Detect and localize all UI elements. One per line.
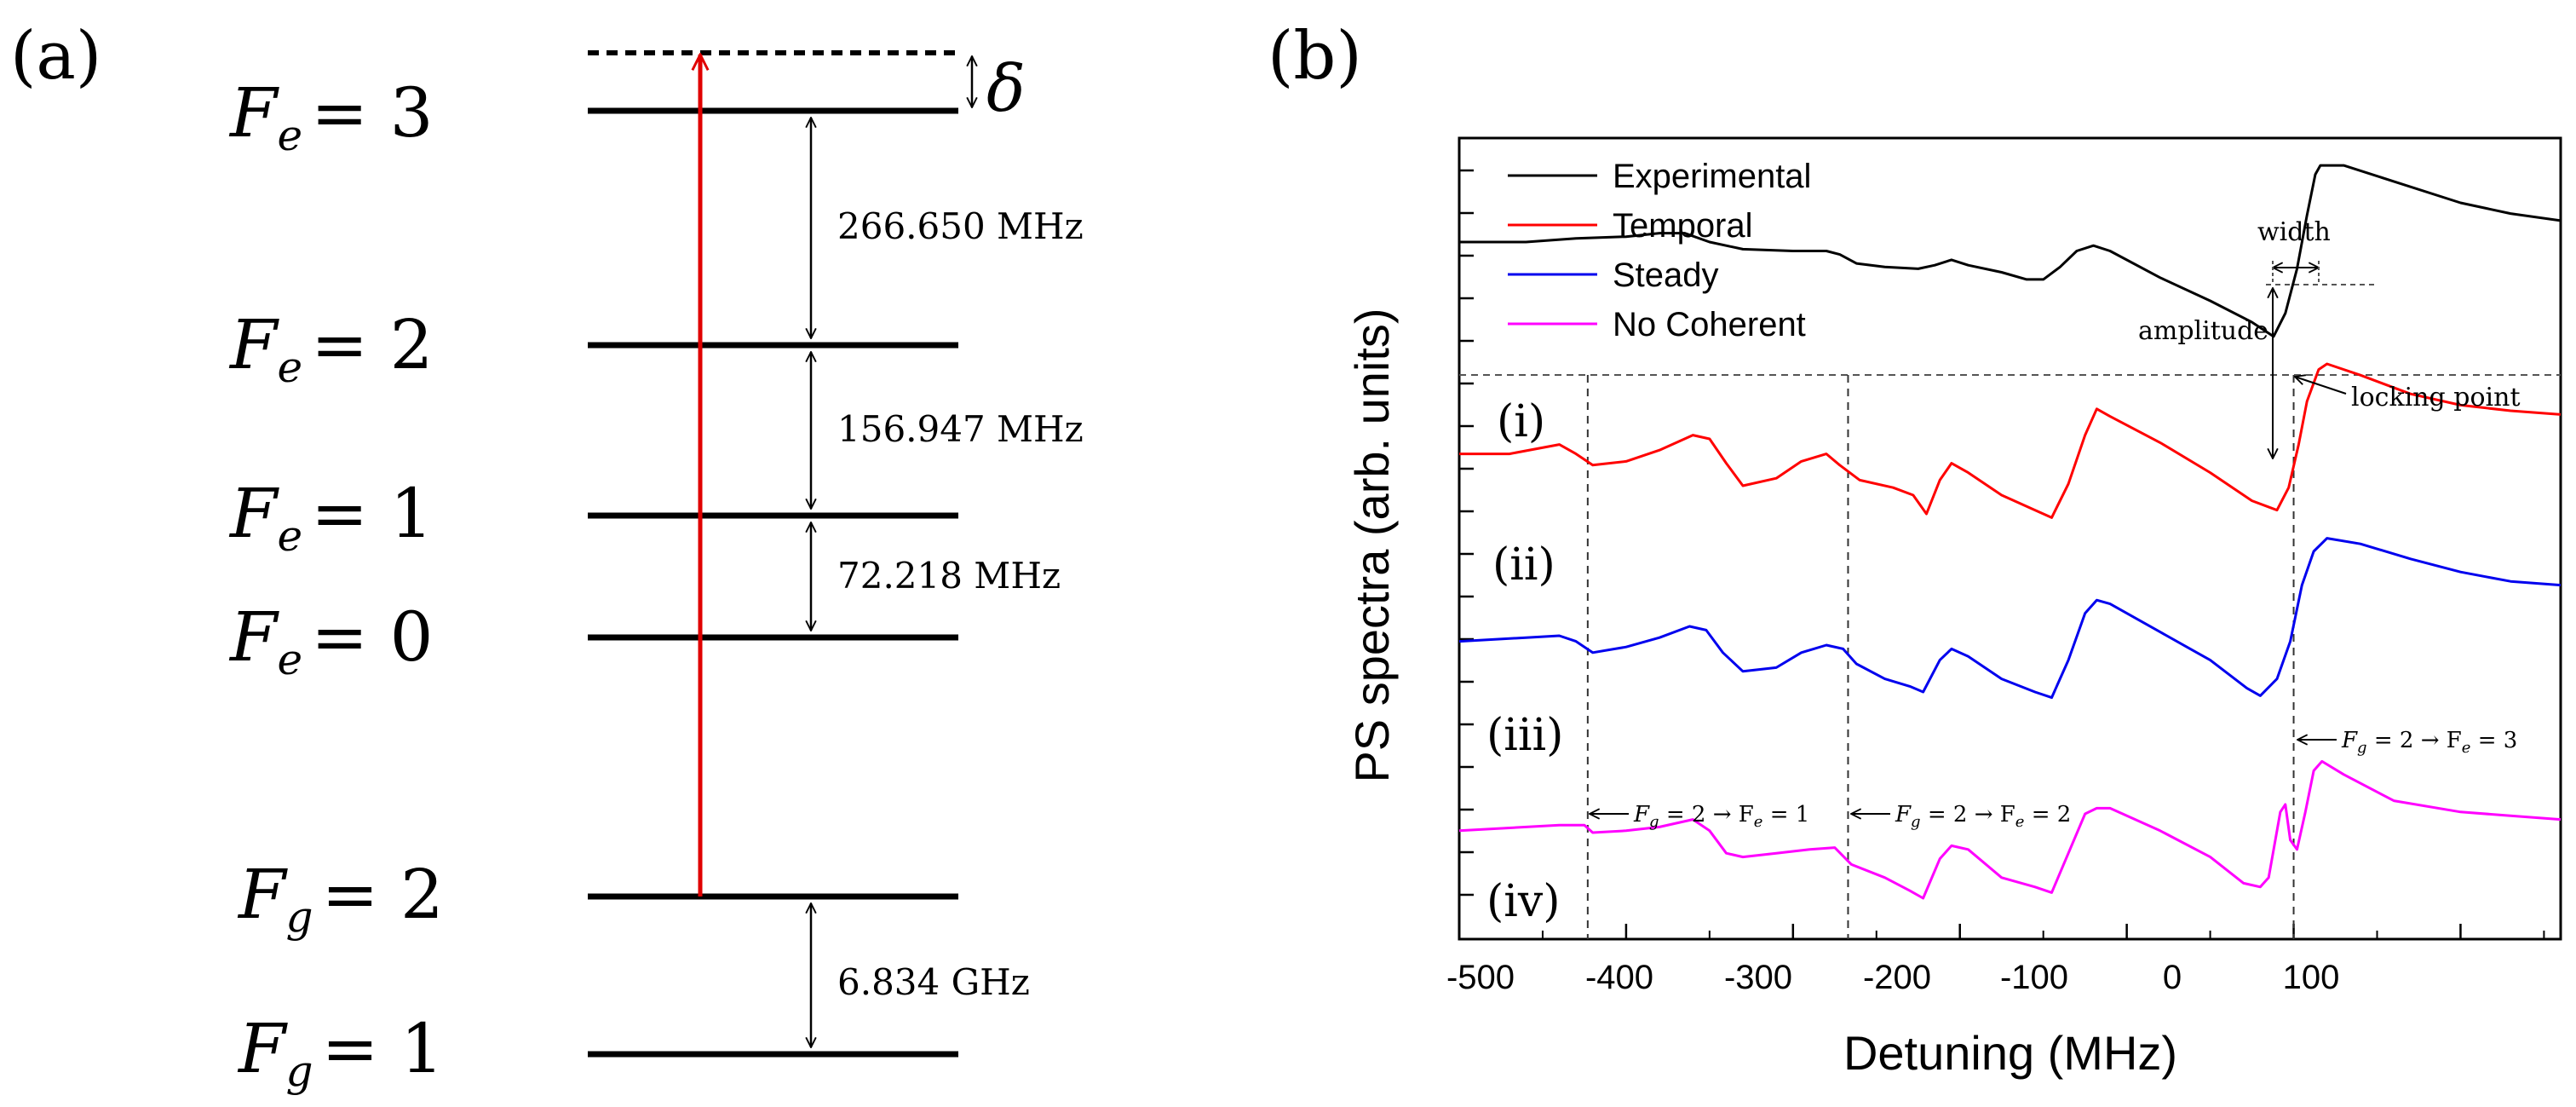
series-line-experimental [1459,164,2562,338]
y-axis-title: PS spectra (arb. units) [1345,308,1399,782]
x-tick-label: -100 [2000,959,2068,996]
amplitude-label: amplitude [2138,316,2268,346]
locking-point-label: locking point [2351,383,2521,412]
locking-point-pointer [2295,377,2347,395]
panel-a-label: (a) [10,18,101,95]
splitting-label-Fe3-Fe2: 266.650 MHz [837,205,1084,247]
x-tick-label: 100 [2283,959,2340,996]
legend-label-temporal: Temporal [1613,207,1753,245]
x-tick-label: -500 [1446,959,1515,996]
level-label-Fe1: Fe = 1 [228,474,433,561]
x-tick-label: -300 [1724,959,1792,996]
legend-label-steady: Steady [1613,257,1719,294]
width-label: width [2257,217,2331,247]
series-line-temporal [1459,362,2562,519]
x-tick-label: 0 [2163,959,2182,996]
panel-b-label: (b) [1268,18,1362,95]
legend-label-experimental: Experimental [1613,158,1811,195]
x-tick-label: -200 [1863,959,1931,996]
series-line-no-coherent [1458,759,2562,900]
splitting-label-Fg2-Fg1: 6.834 GHz [837,961,1030,1003]
trace-label-i: (i) [1497,396,1545,447]
level-label-Fg2: Fg = 2 [237,855,444,942]
panel-a: (a) Fe = 3 Fe = 2 Fe = 1 Fe = 0 Fg = 2 Fg = 1 … [10,18,1084,1096]
x-tick-label: -400 [1585,959,1653,996]
transition-label-Fe1: Fg = 2 → Fe = 1 [1633,802,1809,831]
traces [1458,164,2562,900]
splitting-label-Fe2-Fe1: 156.947 MHz [837,408,1084,450]
detuning-delta-label: δ [986,50,1026,126]
level-label-Fg1: Fg = 1 [237,1009,444,1096]
legend: Experimental Temporal Steady No Coherent [1508,158,1811,343]
splitting-label-Fe1-Fe0: 72.218 MHz [837,555,1061,597]
level-label-Fe0: Fe = 0 [228,597,433,684]
level-label-Fe2: Fe = 2 [228,305,433,392]
y-ticks [1459,169,1474,897]
series-line-steady [1458,537,2562,700]
trace-label-iv: (iv) [1486,876,1561,927]
panel-b: (b) -500 -400 -300 -200 -100 0 100 Detun… [1268,18,2562,1080]
trace-label-iii: (iii) [1486,710,1563,761]
transition-label-Fe2: Fg = 2 → Fe = 2 [1895,802,2071,831]
legend-label-no-coherent: No Coherent [1613,306,1806,343]
transition-label-Fe3: Fg = 2 → Fe = 3 [2341,728,2517,757]
level-label-Fe3: Fe = 3 [228,73,433,160]
x-axis-title: Detuning (MHz) [1843,1026,2177,1080]
plot-frame [1458,136,2562,941]
trace-label-ii: (ii) [1492,539,1555,591]
x-ticks [1458,924,2545,939]
